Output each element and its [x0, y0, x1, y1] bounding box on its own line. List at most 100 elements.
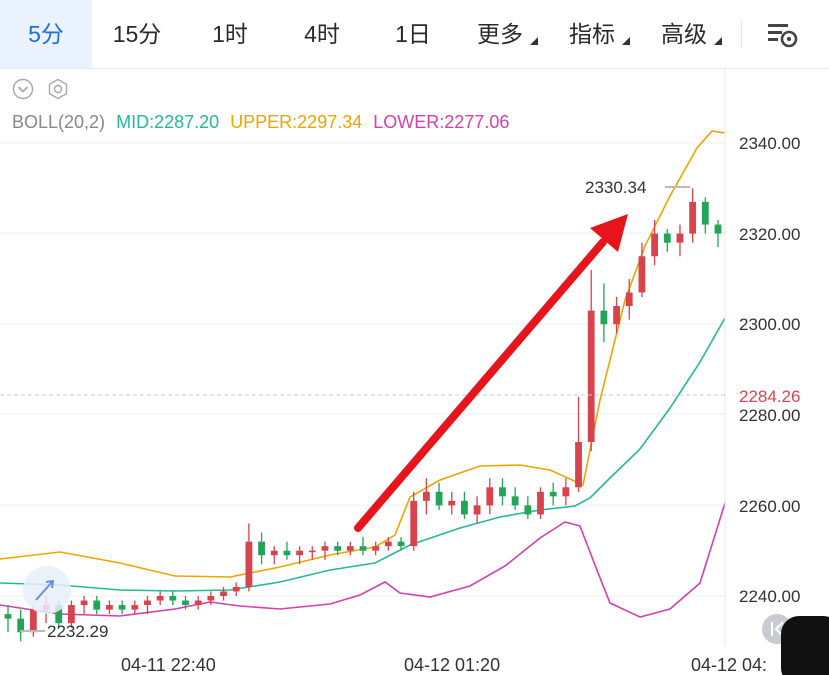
candle-body — [575, 441, 582, 488]
candle-body — [537, 491, 544, 515]
candle-body — [283, 550, 291, 556]
candle-body — [308, 550, 316, 553]
y-tick-label: 2340.00 — [739, 134, 800, 153]
candlestick — [4, 605, 12, 633]
candlestick — [638, 242, 646, 298]
candle-body — [676, 233, 684, 243]
candlestick — [613, 297, 620, 334]
boll-upper-line — [0, 130, 726, 578]
candle-body — [321, 546, 329, 551]
chart-grid — [0, 142, 725, 597]
kline-chart[interactable]: 2340.00 2320.00 2300.00 2280.00 2260.00 … — [0, 68, 829, 675]
candle-body — [384, 541, 392, 547]
candlestick — [549, 482, 557, 506]
candlestick — [80, 596, 88, 615]
high-price-label: 2330.34 — [585, 178, 646, 197]
current-price-box — [730, 384, 829, 408]
candle-body — [182, 600, 189, 606]
x-tick-label: 04-12 04: — [691, 655, 767, 675]
tab-advanced[interactable]: 高级 — [644, 0, 724, 68]
candlestick — [169, 591, 177, 606]
candlestick — [689, 188, 697, 243]
dropdown-triangle-icon — [622, 37, 630, 45]
dropdown-triangle-icon — [530, 37, 538, 45]
candlestick — [625, 278, 633, 320]
candle-body — [4, 614, 12, 619]
candle-body — [245, 541, 253, 587]
candle-body — [169, 596, 177, 601]
candlestick — [575, 396, 582, 492]
x-tick-label: 04-11 22:40 — [121, 655, 216, 675]
tab-1hour[interactable]: 1时 — [212, 21, 248, 47]
candle-body — [194, 600, 202, 606]
candle-body — [587, 310, 595, 442]
y-tick-label: 2300.00 — [739, 315, 800, 334]
candlestick — [321, 541, 329, 560]
candlestick — [283, 541, 291, 560]
candle-body — [524, 505, 532, 515]
candlestick — [435, 482, 443, 510]
y-tick-label: 2320.00 — [739, 225, 800, 244]
candlestick — [17, 609, 25, 642]
x-axis-labels: 04-11 22:40 04-12 01:20 04-12 04: — [121, 655, 767, 675]
candlestick — [384, 537, 392, 551]
candlesticks — [4, 188, 722, 642]
collapse-chevron-icon[interactable] — [12, 78, 34, 100]
y-tick-label: 2260.00 — [739, 497, 800, 516]
boll-lower: LOWER:2277.06 — [373, 112, 510, 132]
candle-body — [232, 586, 240, 592]
candlestick — [600, 283, 608, 343]
candlestick — [499, 478, 506, 506]
candlestick — [346, 541, 354, 556]
indicator-settings-icon[interactable] — [47, 78, 69, 100]
candle-body — [220, 591, 227, 596]
boll-upper: UPPER:2297.34 — [230, 112, 363, 132]
candle-body — [397, 541, 405, 547]
candlestick — [270, 546, 278, 565]
candle-body — [701, 201, 709, 225]
trend-arrow-annotation — [354, 214, 628, 532]
candlestick — [537, 487, 544, 519]
candlestick — [93, 596, 101, 615]
chart-settings-icon[interactable] — [760, 16, 804, 52]
candle-body — [461, 500, 468, 515]
tab-5min[interactable]: 5分 — [0, 0, 92, 68]
candlestick — [562, 478, 570, 506]
candle-body — [663, 233, 671, 243]
low-price-label: 2232.29 — [47, 622, 108, 641]
candle-body — [156, 596, 164, 601]
candlestick — [461, 491, 468, 519]
candle-body — [296, 550, 304, 556]
candle-body — [714, 224, 722, 234]
candlestick — [245, 523, 253, 592]
candle-body — [473, 505, 481, 515]
candlestick — [397, 537, 405, 551]
candle-body — [499, 487, 506, 497]
candle-body — [448, 500, 456, 506]
candlestick — [448, 491, 456, 515]
candlestick — [372, 541, 380, 556]
candle-body — [207, 596, 215, 601]
candlestick — [106, 600, 113, 615]
candle-body — [638, 256, 646, 293]
tab-indicators[interactable]: 指标 — [552, 0, 632, 68]
candle-body — [80, 600, 88, 606]
candlestick — [308, 546, 316, 560]
candle-body — [422, 491, 430, 501]
candlestick — [182, 596, 189, 610]
candlestick — [131, 600, 139, 615]
dropdown-triangle-icon — [714, 37, 722, 45]
candle-body — [651, 233, 659, 257]
candlestick — [422, 478, 430, 515]
candle-body — [600, 310, 608, 325]
candlestick — [232, 582, 240, 596]
boll-mid-line — [0, 317, 726, 592]
tab-1day[interactable]: 1日 — [395, 21, 431, 47]
candlestick — [194, 596, 202, 610]
current-price-label: 2284.26 — [739, 387, 800, 406]
candlestick — [410, 491, 418, 551]
tab-4hour[interactable]: 4时 — [304, 21, 340, 47]
drawing-tool-icon[interactable] — [23, 566, 71, 614]
tab-more[interactable]: 更多 — [460, 0, 540, 68]
tab-15min[interactable]: 15分 — [112, 21, 162, 47]
